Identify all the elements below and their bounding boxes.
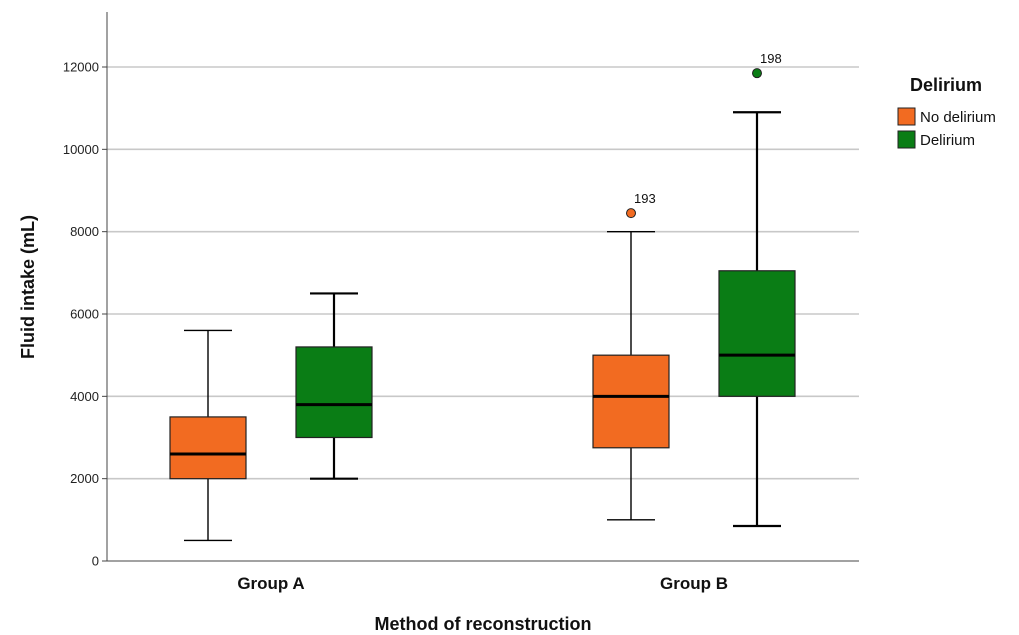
legend-label: Delirium xyxy=(920,132,975,149)
legend-label: No delirium xyxy=(920,109,996,126)
box-no-delirium-group-a xyxy=(169,329,247,542)
outlier-label: 198 xyxy=(760,51,782,66)
legend: Delirium No delirium Delirium xyxy=(897,75,996,149)
outlier-point xyxy=(626,208,636,219)
box-no-delirium-group-b: 193 xyxy=(592,191,670,521)
outlier-point xyxy=(752,68,762,79)
x-tick-label: Group B xyxy=(660,574,728,593)
y-tick-label: 4000 xyxy=(70,389,99,404)
y-tick-label: 6000 xyxy=(70,307,99,322)
y-tick-label: 8000 xyxy=(70,224,99,239)
box-iqr xyxy=(295,346,373,439)
axes xyxy=(106,12,859,562)
gridlines xyxy=(107,66,859,480)
y-tick-label: 2000 xyxy=(70,471,99,486)
box-delirium-group-b: 198 xyxy=(718,51,796,528)
box-iqr xyxy=(592,354,670,449)
y-tick-label: 10000 xyxy=(63,142,99,157)
y-axis-title: Fluid intake (mL) xyxy=(18,215,38,359)
legend-title: Delirium xyxy=(910,75,982,95)
x-tick-label: Group A xyxy=(237,574,304,593)
boxes: 193 198 xyxy=(169,51,796,542)
y-tick-label: 12000 xyxy=(63,60,99,75)
legend-swatch xyxy=(897,107,916,126)
outlier-label: 193 xyxy=(634,191,656,206)
y-tick-labels: 0 2000 4000 6000 8000 10000 12000 xyxy=(63,60,107,569)
y-tick-label: 0 xyxy=(92,554,99,569)
x-axis-title: Method of reconstruction xyxy=(375,614,592,634)
box-delirium-group-a xyxy=(295,292,373,480)
box-iqr xyxy=(718,270,796,397)
box-iqr xyxy=(169,416,247,480)
x-tick-labels: Group A Group B xyxy=(237,574,728,593)
legend-swatch xyxy=(897,130,916,149)
